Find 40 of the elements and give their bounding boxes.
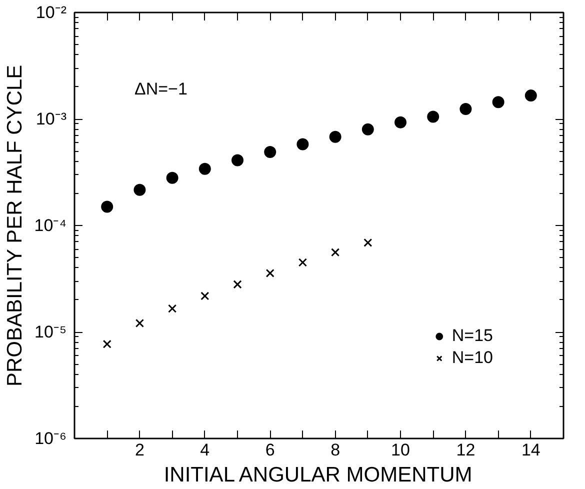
point xyxy=(492,96,504,108)
x-axis-title: INITIAL ANGULAR MOMENTUM xyxy=(164,464,472,486)
point xyxy=(200,292,210,300)
point xyxy=(296,138,309,150)
point xyxy=(134,184,146,196)
y-tick-label: 10⁻⁴ xyxy=(34,216,67,235)
y-tick-label: 10⁻⁵ xyxy=(34,322,67,342)
point xyxy=(362,123,374,136)
x-tick-label: 8 xyxy=(330,440,340,460)
point xyxy=(233,280,242,289)
x-tick-label: 10 xyxy=(391,440,410,460)
point xyxy=(427,110,440,123)
point xyxy=(394,116,406,128)
point xyxy=(460,103,472,116)
point xyxy=(364,238,372,247)
y-axis-title: PROBABILITY PER HALF CYCLE xyxy=(3,64,26,387)
legend-label: N=10 xyxy=(452,348,493,368)
y-tick-label: 10⁻² xyxy=(36,3,67,22)
x-tick-label: 2 xyxy=(134,440,144,460)
point xyxy=(232,154,244,166)
point xyxy=(264,146,276,158)
point xyxy=(266,268,274,278)
legend-label: N=15 xyxy=(452,326,493,346)
y-tick-label: 10⁻³ xyxy=(36,110,67,128)
annotation: ΔN=−1 xyxy=(134,80,188,98)
x-tick-label: 14 xyxy=(521,440,540,460)
point xyxy=(524,90,537,102)
y-tick-label: 10⁻⁶ xyxy=(34,429,67,448)
x-tick-label: 6 xyxy=(265,440,275,460)
x-tick-label: 4 xyxy=(200,440,210,460)
x-tick-label: 12 xyxy=(456,440,476,460)
point xyxy=(135,318,144,328)
point xyxy=(102,340,112,348)
point xyxy=(198,162,211,175)
point xyxy=(101,200,114,213)
point xyxy=(166,172,178,184)
point xyxy=(298,258,307,267)
point xyxy=(168,304,177,313)
point xyxy=(329,130,342,143)
point xyxy=(331,248,340,257)
